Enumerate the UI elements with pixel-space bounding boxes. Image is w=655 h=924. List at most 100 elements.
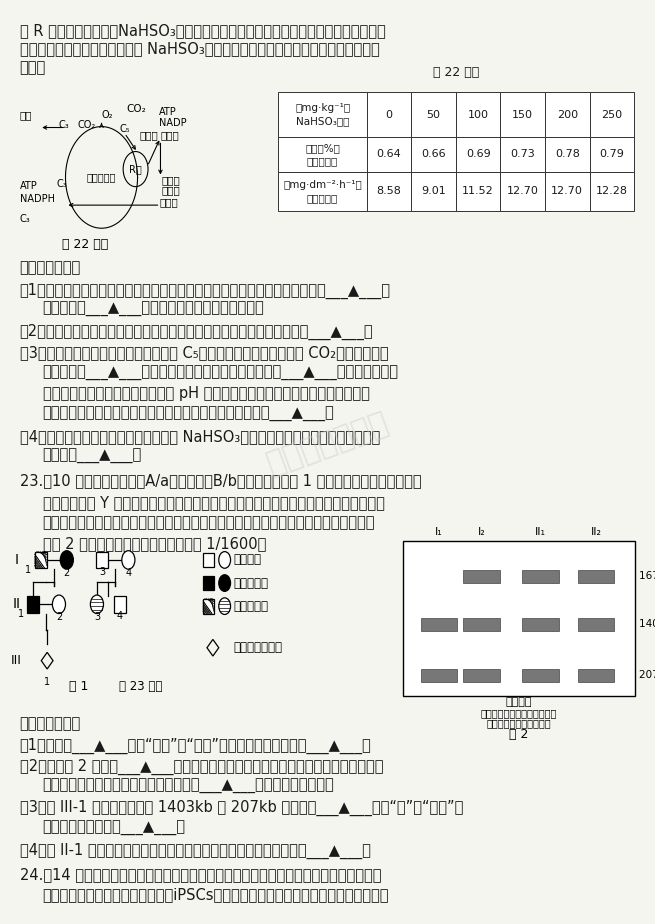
- Text: 23.（10 分）某家系甲病（A/a）和乙病（B/b）的系谱图如图 1 所示。已知两病独立遗传，: 23.（10 分）某家系甲病（A/a）和乙病（B/b）的系谱图如图 1 所示。已…: [20, 473, 421, 488]
- Bar: [411, 172, 456, 211]
- Bar: [456, 92, 500, 137]
- Bar: [522, 669, 559, 682]
- Text: 0.64: 0.64: [377, 150, 402, 159]
- Bar: [367, 172, 411, 211]
- Text: 24.（14 分）异源器官移植是替代受损或衰竭器官的有效方法。中国科学院研究员通过将: 24.（14 分）异源器官移植是替代受损或衰竭器官的有效方法。中国科学院研究员通…: [20, 867, 381, 881]
- Text: 12.70: 12.70: [552, 187, 583, 196]
- Text: 8.58: 8.58: [377, 187, 402, 196]
- Text: （mg·kg⁻¹）: （mg·kg⁻¹）: [295, 103, 350, 113]
- Text: 红色荧光标记的人多功能干细胞（iPSCs）注射到猪胚胎中，成功借助猪胚胎培育出人: 红色荧光标记的人多功能干细胞（iPSCs）注射到猪胚胎中，成功借助猪胚胎培育出人: [43, 887, 389, 902]
- Text: 未知性别及性状: 未知性别及性状: [234, 641, 283, 654]
- Text: 回答下列问题：: 回答下列问题：: [20, 716, 81, 731]
- Text: NaHSO₃浓度: NaHSO₃浓度: [296, 116, 349, 126]
- Text: 3: 3: [99, 566, 105, 577]
- Bar: [500, 172, 545, 211]
- Text: 250: 250: [601, 110, 622, 119]
- Text: O₂: O₂: [102, 110, 113, 120]
- Text: 成不同长度的片段，对部分家庭成员进行基因检测测定其是否携带甲病致病基因，结果: 成不同长度的片段，对部分家庭成员进行基因检测测定其是否携带甲病致病基因，结果: [43, 516, 375, 530]
- Bar: [522, 618, 559, 631]
- Text: ATP: ATP: [20, 181, 37, 191]
- Text: 图 1: 图 1: [69, 680, 88, 693]
- Text: 2: 2: [56, 612, 62, 622]
- Text: 因突变为致病基因，属于基因内碱基对的___▲___而导致的基因突变。: 因突变为致病基因，属于基因内碱基对的___▲___而导致的基因突变。: [43, 779, 334, 794]
- Text: 耗，合成的乙醇酸积累导致叶綠体 pH 下降，使光合酶活性下降，但乙醇酸代谢过: 耗，合成的乙醇酸积累导致叶綠体 pH 下降，使光合酶活性下降，但乙醇酸代谢过: [43, 386, 369, 401]
- Bar: [500, 92, 545, 137]
- Text: （1）甲病是___▲___（填“显性”或“隐性”）遗传病，判断依据是___▲___。: （1）甲病是___▲___（填“显性”或“隐性”）遗传病，判断依据是___▲__…: [20, 737, 371, 754]
- Text: 4: 4: [117, 611, 123, 621]
- Bar: [278, 172, 367, 211]
- Text: 患乙病男女: 患乙病男女: [234, 600, 269, 613]
- Text: 207 kb: 207 kb: [639, 670, 655, 679]
- Text: NADPH: NADPH: [20, 194, 54, 204]
- Text: NADP: NADP: [159, 117, 187, 128]
- Text: （干重%）: （干重%）: [305, 143, 340, 152]
- Text: 3: 3: [94, 612, 100, 622]
- Text: 2: 2: [64, 567, 70, 578]
- Bar: [278, 92, 367, 137]
- Text: 0.66: 0.66: [421, 150, 446, 159]
- Bar: [27, 596, 39, 613]
- Text: 50: 50: [426, 110, 441, 119]
- Bar: [545, 137, 590, 172]
- Text: C₃: C₃: [59, 119, 69, 129]
- Circle shape: [219, 598, 231, 614]
- Text: 如图 2 所示。乙病在人群中的发病率为 1/1600。: 如图 2 所示。乙病在人群中的发病率为 1/1600。: [43, 536, 266, 551]
- Text: 0.78: 0.78: [555, 150, 580, 159]
- Text: C₃: C₃: [56, 178, 67, 188]
- Text: C₃: C₃: [20, 213, 30, 224]
- Text: I₂: I₂: [477, 527, 485, 537]
- Bar: [456, 172, 500, 211]
- Circle shape: [52, 595, 66, 614]
- Text: 9.01: 9.01: [421, 187, 446, 196]
- Text: III: III: [11, 654, 22, 667]
- Text: R酶: R酶: [129, 164, 142, 174]
- Text: 150: 150: [512, 110, 533, 119]
- Bar: [578, 570, 614, 583]
- Text: ATP: ATP: [159, 106, 177, 116]
- Text: 1: 1: [18, 609, 24, 619]
- Bar: [367, 137, 411, 172]
- Bar: [590, 172, 634, 211]
- Text: 的原因是___▲___。: 的原因是___▲___。: [43, 449, 142, 464]
- Text: 从而减少了___▲___的合成和积累。光呼吸过程中消耗了___▲___，造成能量的损: 从而减少了___▲___的合成和积累。光呼吸过程中消耗了___▲___，造成能量…: [43, 366, 399, 381]
- Text: 研磨是为了___▲___，使叶綠素游离并溶于乙醇中。: 研磨是为了___▲___，使叶綠素游离并溶于乙醇中。: [43, 302, 265, 317]
- Text: 1: 1: [26, 565, 31, 575]
- Bar: [421, 669, 457, 682]
- Bar: [578, 618, 614, 631]
- Text: 众名高中试卷库: 众名高中试卷库: [263, 408, 392, 479]
- Bar: [578, 669, 614, 682]
- Text: 0.79: 0.79: [599, 150, 624, 159]
- Text: 卡尔文循环: 卡尔文循环: [87, 173, 116, 182]
- Text: 程中会生成甘氨酸和丝氨酸，据此分析光呼吸的积极意义是___▲___。: 程中会生成甘氨酸和丝氨酸，据此分析光呼吸的积极意义是___▲___。: [43, 407, 334, 421]
- Text: 0.69: 0.69: [466, 150, 491, 159]
- Text: I₁: I₁: [435, 527, 443, 537]
- Text: 叶綠素含量: 叶綠素含量: [307, 156, 338, 165]
- Text: CO₂: CO₂: [126, 103, 146, 114]
- Text: I: I: [14, 553, 18, 567]
- Text: （3）若 III-1 的电泳结果只有 1403kb 和 207kb 的条带，___▲___（填“能”或“不能”）: （3）若 III-1 的电泳结果只有 1403kb 和 207kb 的条带，__…: [20, 800, 463, 817]
- Text: 0.73: 0.73: [510, 150, 535, 159]
- Text: 正常男女: 正常男女: [234, 553, 262, 566]
- Bar: [411, 92, 456, 137]
- Text: 标注框表示成员对应位置: 标注框表示成员对应位置: [487, 718, 552, 728]
- Bar: [545, 92, 590, 137]
- Text: 乙醇酸: 乙醇酸: [159, 197, 178, 207]
- Circle shape: [90, 595, 103, 614]
- Bar: [522, 570, 559, 583]
- Bar: [590, 137, 634, 172]
- Text: II: II: [12, 597, 20, 612]
- Text: 电泳结果: 电泳结果: [506, 697, 533, 707]
- Bar: [456, 137, 500, 172]
- Text: （4）结合图表分析，在一定范围内，随 NaHSO₃浓度的增加，小麦的净光合速率增加: （4）结合图表分析，在一定范围内，随 NaHSO₃浓度的增加，小麦的净光合速率增…: [20, 429, 380, 444]
- Bar: [367, 92, 411, 137]
- Circle shape: [219, 575, 231, 591]
- Text: 乙醇酸: 乙醇酸: [161, 175, 180, 185]
- Bar: [203, 599, 214, 614]
- Text: 图 2: 图 2: [510, 728, 529, 741]
- Text: （4）若 II-1 与人群中正常女性婚配，所生的女儿同时患两病的概率是___▲___。: （4）若 II-1 与人群中正常女性婚配，所生的女儿同时患两病的概率是___▲_…: [20, 843, 371, 859]
- Text: 100: 100: [468, 110, 489, 119]
- Bar: [203, 553, 214, 567]
- Bar: [463, 618, 500, 631]
- Bar: [421, 618, 457, 631]
- Circle shape: [219, 552, 231, 568]
